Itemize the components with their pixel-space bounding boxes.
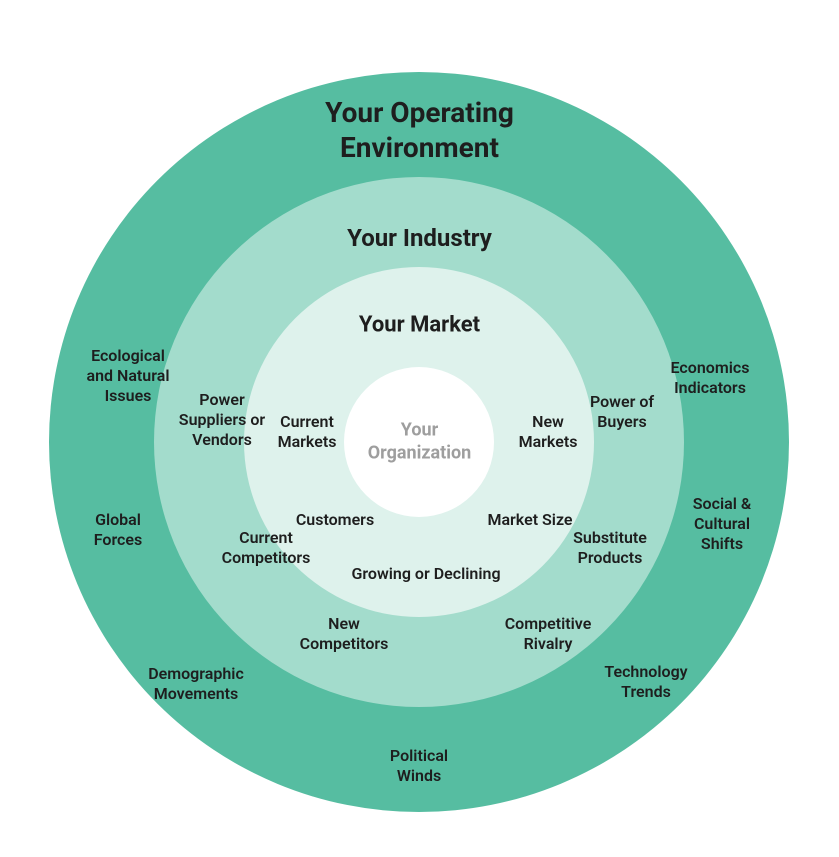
market-label: Market Size [430, 510, 630, 530]
title-outer: Your Operating Environment [0, 95, 839, 165]
industry-label: New Competitors [244, 614, 444, 654]
outer-label: Political Winds [319, 746, 519, 786]
title-industry: Your Industry [0, 223, 839, 253]
outer-label: Global Forces [18, 510, 218, 550]
title-market: Your Market [0, 311, 839, 339]
outer-label: Technology Trends [546, 662, 746, 702]
concentric-diagram: Your Operating Environment Your Industry… [0, 0, 839, 857]
outer-label: Economics Indicators [610, 358, 810, 398]
outer-label: Demographic Movements [96, 664, 296, 704]
market-label: Customers [235, 510, 435, 530]
outer-label: Ecological and Natural Issues [28, 346, 228, 406]
industry-label: Power of Buyers [522, 392, 722, 432]
outer-label: Social & Cultural Shifts [622, 494, 822, 554]
industry-label: Competitive Rivalry [448, 614, 648, 654]
